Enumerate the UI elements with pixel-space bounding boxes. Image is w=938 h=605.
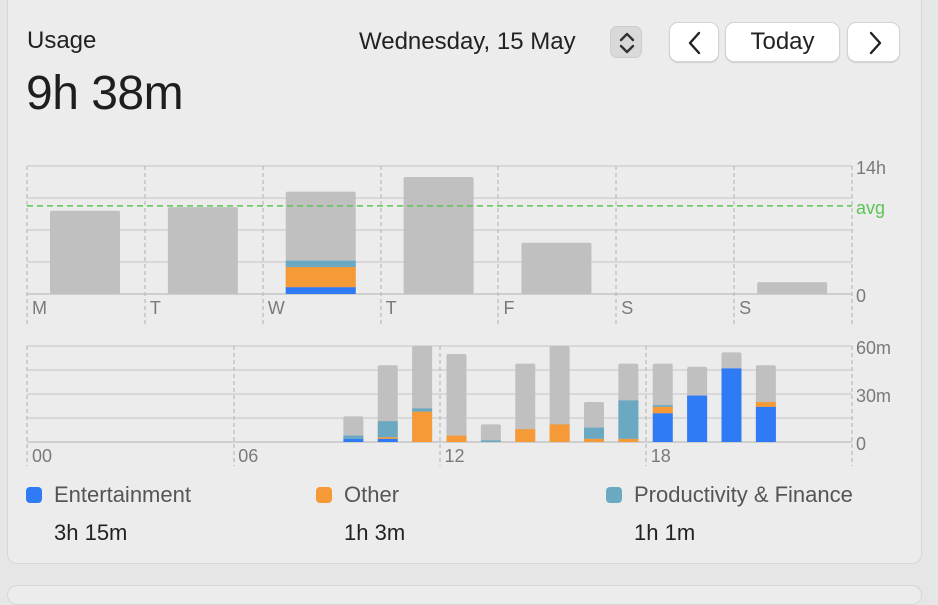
date-label[interactable]: Wednesday, 15 May xyxy=(359,28,576,55)
weekly-bar-6[interactable] xyxy=(757,282,828,294)
weekly-bar-1[interactable] xyxy=(167,207,238,294)
hourly-bar-13[interactable] xyxy=(480,424,501,442)
hourly-segment-other[interactable] xyxy=(755,402,776,407)
chevron-left-icon xyxy=(688,31,701,55)
usage-title: Usage xyxy=(27,27,97,54)
hourly-segment-productivity[interactable] xyxy=(412,408,433,412)
weekly-bar-4[interactable] xyxy=(521,242,592,294)
weekly-bar-3[interactable] xyxy=(403,176,474,294)
weekly-day-label: M xyxy=(32,298,47,318)
weekly-y-tick-avg: avg xyxy=(856,198,885,218)
legend-label: Productivity & Finance xyxy=(634,482,853,507)
hourly-x-label: 18 xyxy=(651,446,671,466)
legend-value: 1h 3m xyxy=(344,520,406,545)
legend-value: 3h 15m xyxy=(54,520,128,545)
hourly-segment-other[interactable] xyxy=(515,429,536,442)
legend-label: Other xyxy=(344,482,400,507)
hourly-segment-productivity[interactable] xyxy=(377,421,398,438)
hourly-y-tick-max: 60m xyxy=(856,338,891,358)
weekly-day-label: F xyxy=(503,298,514,318)
hourly-segment-productivity[interactable] xyxy=(343,435,364,439)
weekly-bar-0[interactable] xyxy=(50,210,120,294)
next-day-button[interactable] xyxy=(847,22,900,62)
previous-day-button[interactable] xyxy=(669,22,719,62)
hourly-segment-other[interactable] xyxy=(377,437,398,439)
usage-charts: 14h avg 0 M T W T F S S 60m 30m 0 00 06 12 18 xyxy=(26,158,891,466)
hourly-bar-15[interactable] xyxy=(549,346,570,442)
hourly-y-tick-mid: 30m xyxy=(856,386,891,406)
hourly-segment-other[interactable] xyxy=(446,435,467,442)
weekly-y-tick-max: 14h xyxy=(856,158,886,178)
up-down-chevron-icon xyxy=(619,32,635,54)
today-button[interactable]: Today xyxy=(725,22,840,62)
hourly-grid xyxy=(26,345,853,466)
hourly-x-label: 00 xyxy=(32,446,52,466)
hourly-segment-productivity[interactable] xyxy=(480,440,501,442)
hourly-x-labels: 00 06 12 18 xyxy=(32,446,671,466)
weekly-day-label: S xyxy=(739,298,751,318)
chevron-right-icon xyxy=(869,31,882,55)
weekly-day-label: T xyxy=(386,298,397,318)
hourly-bar-14[interactable] xyxy=(515,363,536,442)
other-swatch xyxy=(316,487,332,503)
weekly-day-label: T xyxy=(150,298,161,318)
hourly-y-tick-zero: 0 xyxy=(856,434,866,454)
weekly-day-label: W xyxy=(268,298,285,318)
hourly-segment-entertainment[interactable] xyxy=(721,368,742,442)
date-stepper[interactable] xyxy=(610,26,642,58)
hourly-segment-other[interactable] xyxy=(549,424,570,442)
weekly-segment-other[interactable] xyxy=(285,267,356,288)
weekly-y-tick-zero: 0 xyxy=(856,286,866,306)
hourly-segment-entertainment[interactable] xyxy=(377,438,398,442)
productivity-swatch xyxy=(606,487,622,503)
hourly-segment-entertainment[interactable] xyxy=(755,406,776,442)
legend-label: Entertainment xyxy=(54,482,191,507)
next-card xyxy=(7,585,922,605)
weekly-segment-entertainment[interactable] xyxy=(285,287,356,294)
entertainment-swatch xyxy=(26,487,42,503)
legend-value: 1h 1m xyxy=(634,520,696,545)
weekly-bars[interactable] xyxy=(50,176,828,294)
hourly-segment-other[interactable] xyxy=(652,406,673,414)
hourly-segment-other[interactable] xyxy=(618,438,639,442)
weekly-segment-productivity[interactable] xyxy=(285,260,356,268)
hourly-segment-other[interactable] xyxy=(584,438,604,442)
hourly-segment-entertainment[interactable] xyxy=(687,395,708,442)
hourly-segment-entertainment[interactable] xyxy=(652,413,673,442)
hourly-x-label: 06 xyxy=(238,446,258,466)
total-usage-time: 9h 38m xyxy=(26,67,184,120)
hourly-segment-productivity[interactable] xyxy=(618,400,639,439)
hourly-segment-entertainment[interactable] xyxy=(343,438,364,442)
hourly-segment-productivity[interactable] xyxy=(652,405,673,407)
hourly-segment-other[interactable] xyxy=(412,411,433,442)
weekly-day-label: S xyxy=(621,298,633,318)
hourly-bars[interactable] xyxy=(343,346,776,442)
hourly-bar-12[interactable] xyxy=(446,354,467,442)
hourly-x-label: 12 xyxy=(445,446,465,466)
hourly-segment-productivity[interactable] xyxy=(584,427,604,439)
